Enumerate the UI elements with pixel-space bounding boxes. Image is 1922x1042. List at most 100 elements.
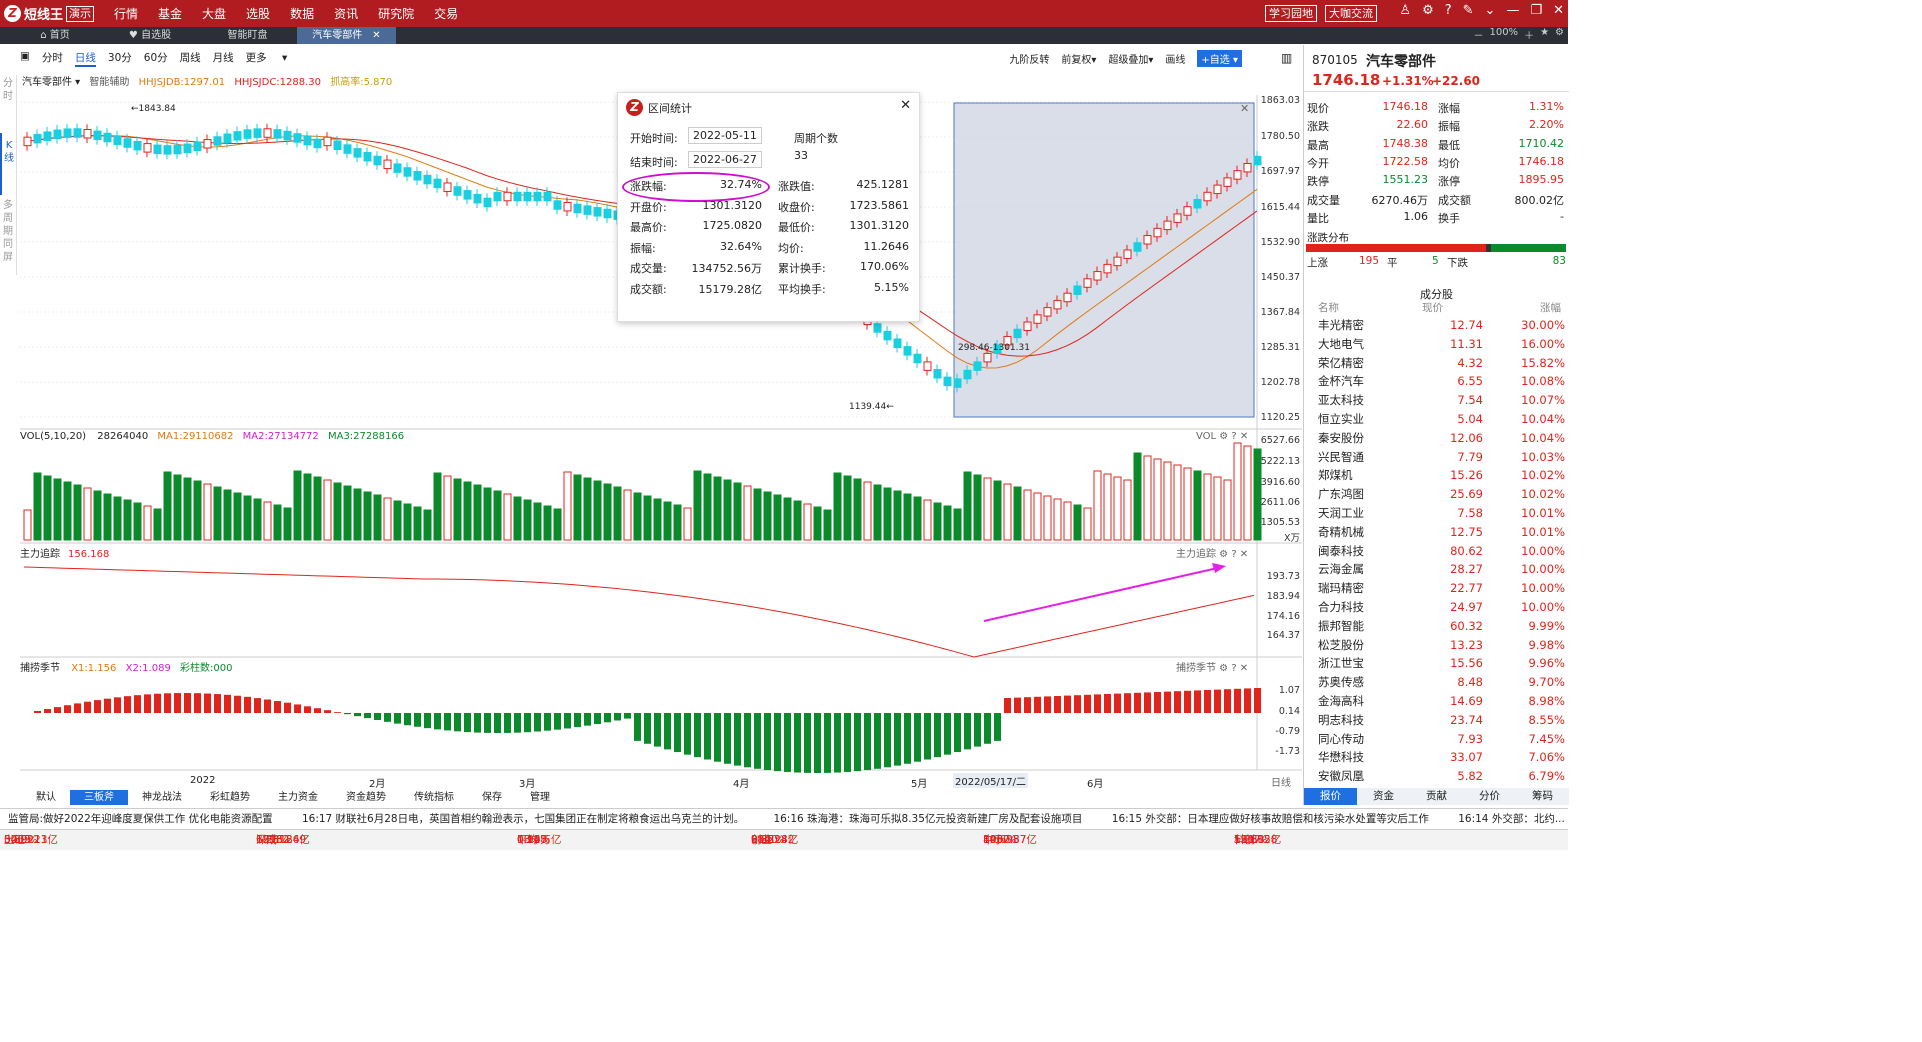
bljj-bar — [414, 713, 421, 727]
tab-active[interactable]: 汽车零部件 ✕ — [297, 27, 396, 44]
menu-item[interactable]: 大盘 — [202, 7, 227, 21]
list-item[interactable]: 苏奥传感 8.48 9.70% — [1304, 673, 1569, 692]
tab-quote[interactable]: 报价 — [1304, 788, 1357, 805]
list-item[interactable]: 金海高科 14.69 8.98% — [1304, 692, 1569, 711]
bljj-bar — [1084, 694, 1091, 713]
menu-item[interactable]: 行情 — [114, 7, 139, 21]
chevron-down-icon[interactable]: ⌄ — [1484, 3, 1496, 18]
menu-item[interactable]: 交易 — [434, 7, 459, 21]
tab-save[interactable]: 保存 — [482, 792, 502, 803]
list-item[interactable]: 合力科技 24.97 10.00% — [1304, 598, 1569, 617]
list-item[interactable]: 浙江世宝 15.56 9.96% — [1304, 654, 1569, 673]
list-item[interactable]: 荣亿精密 4.32 15.82% — [1304, 354, 1569, 373]
restore-icon[interactable]: ❐ — [1530, 3, 1543, 18]
close-icon[interactable]: ✕ — [900, 98, 911, 113]
volume-bar — [533, 502, 542, 541]
panel-toggle-icon[interactable]: ▥ — [1281, 51, 1293, 65]
chat-button[interactable]: 大咖交流 — [1325, 5, 1377, 22]
help-icon[interactable]: ? — [1444, 3, 1452, 18]
tab-sanbanfu[interactable]: 三板斧 — [70, 790, 128, 805]
adjust-button[interactable]: 前复权▾ — [1061, 55, 1097, 66]
tab-traditional[interactable]: 传统指标 — [414, 792, 454, 803]
tab-fund[interactable]: 资金 — [1373, 790, 1394, 802]
list-item[interactable]: 瑞玛精密 22.77 10.00% — [1304, 579, 1569, 598]
gear-icon[interactable]: ⚙ — [1555, 27, 1564, 38]
stock-name-select[interactable]: 汽车零部件 — [22, 77, 72, 88]
list-item[interactable]: 奇精机械 12.75 10.01% — [1304, 523, 1569, 542]
tab-rainbow[interactable]: 彩虹趋势 — [210, 792, 250, 803]
list-item[interactable]: 华懋科技 33.07 7.06% — [1304, 748, 1569, 767]
list-item[interactable]: 兴民智通 7.79 10.03% — [1304, 448, 1569, 467]
star-icon[interactable]: ★ — [1540, 27, 1550, 38]
period-fenshi[interactable]: 分时 — [41, 52, 63, 64]
tab-shenlong[interactable]: 神龙战法 — [142, 792, 182, 803]
list-item[interactable]: 明志科技 23.74 8.55% — [1304, 711, 1569, 730]
menu-item[interactable]: 基金 — [158, 7, 183, 21]
list-item[interactable]: 云海金属 28.27 10.00% — [1304, 560, 1569, 579]
sidebar-kline[interactable]: K线 — [0, 133, 16, 195]
list-item[interactable]: 亚太科技 7.54 10.07% — [1304, 391, 1569, 410]
candle — [423, 174, 432, 185]
start-date-input[interactable]: 2022-05-11 — [688, 127, 762, 144]
skin-icon[interactable]: ✎ — [1462, 3, 1474, 18]
list-item[interactable]: 秦安股份 12.06 10.04% — [1304, 429, 1569, 448]
user-icon[interactable]: ♙ — [1399, 3, 1412, 18]
period-30m[interactable]: 30分 — [107, 52, 132, 64]
draw-button[interactable]: 画线 — [1165, 55, 1186, 66]
end-date-input[interactable]: 2022-06-27 — [688, 151, 762, 168]
tab-default[interactable]: 默认 — [36, 792, 56, 803]
tab-contribution[interactable]: 贡献 — [1426, 790, 1447, 802]
list-item[interactable]: 恒立实业 5.04 10.04% — [1304, 410, 1569, 429]
period-weekly[interactable]: 周线 — [179, 52, 201, 64]
nine-reversal-button[interactable]: 九阶反转 — [1009, 55, 1050, 66]
list-item[interactable]: 松芝股份 13.23 9.98% — [1304, 636, 1569, 655]
tab-watchlist[interactable]: ♥ 自选股 — [120, 27, 180, 44]
zoom-out-icon[interactable]: － — [1473, 31, 1484, 42]
tab-chips[interactable]: 筹码 — [1532, 790, 1553, 802]
zoom-in-icon[interactable]: ＋ — [1524, 31, 1535, 42]
tab-fundtrend[interactable]: 资金趋势 — [346, 792, 386, 803]
list-item[interactable]: 郑煤机 15.26 10.02% — [1304, 466, 1569, 485]
period-60m[interactable]: 60分 — [143, 52, 168, 64]
tab-price-dist[interactable]: 分价 — [1479, 790, 1500, 802]
settings-icon[interactable]: ⚙ — [1422, 3, 1434, 18]
list-item[interactable]: 大地电气 11.31 16.00% — [1304, 335, 1569, 354]
menu-item[interactable]: 资讯 — [334, 7, 359, 21]
menu-item[interactable]: 数据 — [290, 7, 315, 21]
tab-mainfund[interactable]: 主力资金 — [278, 792, 318, 803]
minimize-icon[interactable]: — — [1506, 3, 1520, 18]
tab-home[interactable]: ⌂ 首页 — [30, 27, 80, 44]
period-daily[interactable]: 日线 — [74, 50, 96, 67]
close-icon[interactable]: ✕ — [1240, 102, 1249, 115]
menu-item[interactable]: 选股 — [246, 7, 271, 21]
list-item[interactable]: 天润工业 7.58 10.01% — [1304, 504, 1569, 523]
news-ticker[interactable]: 监管局:做好2022年迎峰度夏保供工作 优化电能资源配置 16:17 财联社6月… — [0, 808, 1568, 829]
menu-item[interactable]: 研究院 — [378, 7, 415, 21]
range-selection[interactable] — [953, 102, 1255, 418]
close-icon[interactable]: ✕ — [1553, 3, 1564, 18]
close-icon[interactable]: ✕ — [372, 30, 381, 41]
sidebar-fenshi[interactable]: 分时 — [3, 78, 13, 102]
list-item[interactable]: 安徽凤凰 5.82 6.79% — [1304, 767, 1569, 786]
stock-name: 恒立实业 — [1318, 411, 1364, 426]
list-item[interactable]: 广东鸿图 25.69 10.02% — [1304, 485, 1569, 504]
list-item[interactable]: 振邦智能 60.32 9.99% — [1304, 617, 1569, 636]
index-field: 科创 — [1234, 834, 1255, 846]
sidebar-multi[interactable]: 多周期同屏 — [3, 200, 13, 263]
smart-assist[interactable]: 智能辅助 — [89, 77, 130, 88]
tab-manage[interactable]: 管理 — [530, 792, 550, 803]
stock-price: 24.97 — [1450, 599, 1483, 614]
list-item[interactable]: 丰光精密 12.74 30.00% — [1304, 316, 1569, 335]
candle — [353, 148, 362, 158]
tab-monitor[interactable]: 智能盯盘 — [227, 30, 268, 41]
list-item[interactable]: 闽泰科技 80.62 10.00% — [1304, 542, 1569, 561]
overlay-button[interactable]: 超级叠加▾ — [1108, 55, 1154, 66]
list-item[interactable]: 金杯汽车 6.55 10.08% — [1304, 372, 1569, 391]
list-item[interactable]: 同心传动 7.93 7.45% — [1304, 730, 1569, 749]
layout-icon[interactable]: ▣ — [20, 50, 30, 62]
add-watchlist-button[interactable]: +自选 ▾ — [1197, 50, 1242, 67]
kline-chart[interactable]: ✕ — [0, 45, 1302, 805]
period-monthly[interactable]: 月线 — [212, 52, 234, 64]
learn-button[interactable]: 学习园地 — [1265, 5, 1317, 22]
period-more[interactable]: 更多 ▾ — [245, 52, 288, 64]
